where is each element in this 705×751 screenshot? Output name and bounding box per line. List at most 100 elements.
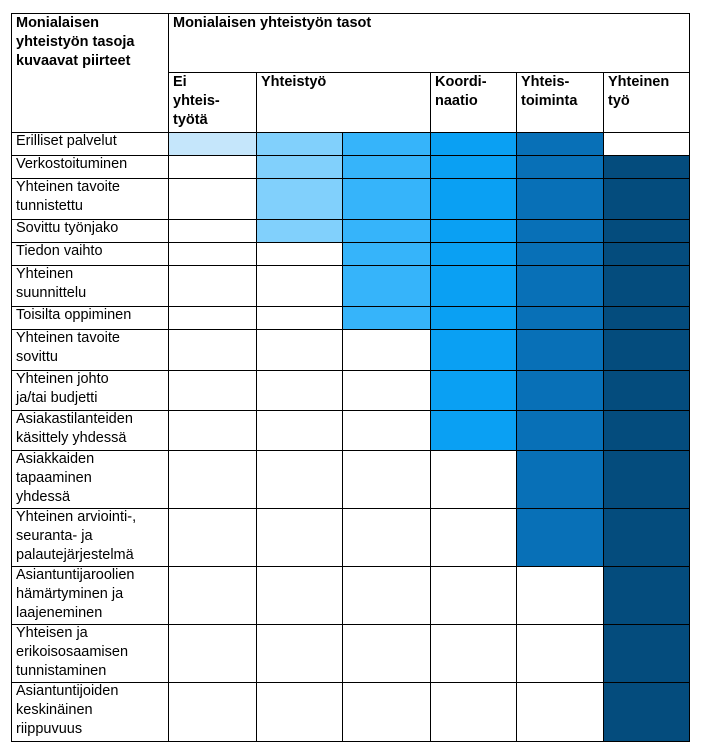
row-label: Yhteinen suunnittelu bbox=[16, 266, 87, 301]
row-label: Yhteinen tavoite sovittu bbox=[16, 330, 120, 365]
grid-line bbox=[11, 508, 690, 509]
level-header-yht: Yhteistyö bbox=[261, 74, 327, 90]
filled-cell bbox=[342, 306, 430, 329]
grid-line bbox=[11, 219, 690, 220]
filled-cell bbox=[603, 410, 689, 450]
empty-cell bbox=[430, 566, 516, 624]
level-header-yhtt: Yhteis- toiminta bbox=[521, 74, 578, 109]
grid-line bbox=[256, 132, 257, 742]
empty-cell bbox=[168, 508, 256, 566]
filled-cell bbox=[430, 178, 516, 219]
filled-cell bbox=[430, 132, 516, 155]
grid-line bbox=[11, 132, 690, 133]
row-label: Asiakastilanteiden käsittely yhdessä bbox=[16, 411, 133, 446]
filled-cell bbox=[603, 682, 689, 741]
empty-cell bbox=[168, 242, 256, 265]
grid-line bbox=[11, 329, 690, 330]
row-label: Asiantuntijoiden keskinäinen riippuvuus bbox=[16, 683, 119, 737]
empty-cell bbox=[342, 624, 430, 682]
filled-cell bbox=[516, 265, 603, 306]
filled-cell bbox=[516, 306, 603, 329]
row-label: Asiakkaiden tapaaminen yhdessä bbox=[16, 451, 95, 505]
empty-cell bbox=[516, 624, 603, 682]
filled-cell bbox=[430, 306, 516, 329]
empty-cell bbox=[256, 450, 342, 508]
row-label: Verkostoituminen bbox=[16, 156, 128, 172]
grid-line bbox=[11, 450, 690, 451]
empty-cell bbox=[342, 370, 430, 410]
filled-cell bbox=[342, 242, 430, 265]
filled-cell bbox=[603, 178, 689, 219]
empty-cell bbox=[168, 265, 256, 306]
grid-line bbox=[11, 682, 690, 683]
empty-cell bbox=[168, 370, 256, 410]
filled-cell bbox=[603, 329, 689, 370]
empty-cell bbox=[168, 624, 256, 682]
level-header-koord: Koordi- naatio bbox=[435, 74, 487, 109]
filled-cell bbox=[603, 242, 689, 265]
grid-line bbox=[168, 13, 169, 742]
empty-cell bbox=[430, 682, 516, 741]
filled-cell bbox=[516, 132, 603, 155]
row-label: Yhteinen tavoite tunnistettu bbox=[16, 179, 120, 214]
filled-cell bbox=[603, 306, 689, 329]
grid-line bbox=[11, 410, 690, 411]
filled-cell bbox=[516, 450, 603, 508]
grid-line bbox=[11, 741, 690, 742]
empty-cell bbox=[342, 682, 430, 741]
filled-cell bbox=[256, 219, 342, 242]
filled-cell bbox=[516, 155, 603, 178]
level-header-yhtty: Yhteinen työ bbox=[608, 74, 670, 109]
grid-line bbox=[11, 370, 690, 371]
grid-line bbox=[11, 306, 690, 307]
filled-cell bbox=[430, 155, 516, 178]
filled-cell bbox=[603, 450, 689, 508]
row-label: Yhteinen johto ja/tai budjetti bbox=[16, 371, 109, 406]
filled-cell bbox=[516, 370, 603, 410]
empty-cell bbox=[516, 682, 603, 741]
grid-line bbox=[516, 132, 517, 742]
level-header-ei: Ei yhteis- työtä bbox=[173, 74, 220, 128]
empty-cell bbox=[342, 566, 430, 624]
grid-line bbox=[11, 242, 690, 243]
filled-cell bbox=[256, 178, 342, 219]
filled-cell bbox=[516, 329, 603, 370]
filled-cell bbox=[342, 178, 430, 219]
filled-cell bbox=[603, 219, 689, 242]
empty-cell bbox=[256, 329, 342, 370]
empty-cell bbox=[256, 566, 342, 624]
grid-line bbox=[168, 72, 690, 73]
grid-line bbox=[11, 155, 690, 156]
filled-cell bbox=[516, 508, 603, 566]
empty-cell bbox=[603, 132, 689, 155]
empty-cell bbox=[168, 178, 256, 219]
filled-cell bbox=[342, 155, 430, 178]
filled-cell bbox=[430, 242, 516, 265]
filled-cell bbox=[430, 410, 516, 450]
row-label: Erilliset palvelut bbox=[16, 133, 117, 149]
filled-cell bbox=[603, 566, 689, 624]
grid-line bbox=[11, 13, 12, 742]
empty-cell bbox=[256, 682, 342, 741]
row-label: Yhteisen ja erikoisosaamisen tunnistamin… bbox=[16, 625, 129, 679]
grid-line bbox=[256, 72, 257, 133]
row-label: Tiedon vaihto bbox=[16, 243, 103, 259]
row-label: Toisilta oppiminen bbox=[16, 307, 132, 323]
grid-line bbox=[11, 624, 690, 625]
empty-cell bbox=[256, 410, 342, 450]
filled-cell bbox=[342, 132, 430, 155]
grid-line bbox=[689, 13, 690, 742]
empty-cell bbox=[168, 155, 256, 178]
empty-cell bbox=[256, 242, 342, 265]
empty-cell bbox=[168, 450, 256, 508]
empty-cell bbox=[516, 566, 603, 624]
grid-line bbox=[342, 132, 343, 742]
filled-cell bbox=[342, 219, 430, 242]
empty-cell bbox=[168, 329, 256, 370]
filled-cell bbox=[516, 242, 603, 265]
corner-header: Monialaisen yhteistyön tasoja kuvaavat p… bbox=[16, 15, 135, 69]
empty-cell bbox=[430, 508, 516, 566]
grid-line bbox=[603, 132, 604, 742]
filled-cell bbox=[168, 132, 256, 155]
